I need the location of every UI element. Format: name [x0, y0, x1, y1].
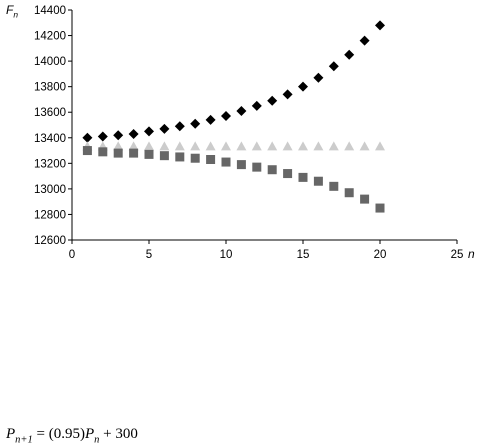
- point: [113, 148, 123, 158]
- point: [190, 118, 201, 129]
- y-tick-label: 13000: [34, 184, 66, 196]
- point: [375, 20, 385, 31]
- point: [98, 147, 108, 157]
- y-tick-label: 13600: [34, 107, 66, 119]
- text-part: + 300: [99, 426, 137, 442]
- text-part: n: [94, 435, 99, 444]
- point: [205, 114, 216, 125]
- point: [359, 141, 370, 151]
- point: [282, 89, 293, 100]
- point: [236, 160, 246, 170]
- point: [344, 141, 355, 151]
- point: [113, 141, 124, 151]
- point: [144, 141, 154, 151]
- point: [360, 194, 370, 204]
- x-axis-label: n: [468, 247, 475, 261]
- point: [190, 153, 200, 163]
- point: [267, 95, 278, 106]
- text-part: n: [468, 247, 475, 261]
- point: [159, 151, 169, 161]
- point: [375, 141, 385, 151]
- point: [328, 61, 339, 72]
- text-part: n+1: [15, 435, 33, 444]
- point: [129, 148, 139, 158]
- x-tick-label: 25: [451, 249, 464, 261]
- point: [236, 105, 247, 116]
- point: [267, 165, 277, 175]
- point: [283, 169, 293, 179]
- y-tick-label: 13800: [34, 82, 66, 94]
- point: [328, 141, 339, 151]
- y-tick-label: 14400: [34, 5, 66, 17]
- x-tick-label: 20: [374, 249, 387, 261]
- point: [113, 130, 124, 141]
- x-tick-label: 0: [69, 249, 75, 261]
- y-tick-label: 12600: [34, 235, 66, 247]
- text-part: P: [5, 426, 15, 442]
- point: [282, 141, 293, 151]
- point: [329, 181, 339, 191]
- y-tick-label: 13400: [34, 133, 66, 145]
- point: [359, 35, 370, 46]
- point: [375, 203, 385, 213]
- point: [174, 121, 185, 132]
- point: [190, 141, 201, 151]
- point: [82, 146, 92, 156]
- point: [128, 128, 139, 139]
- text-part: = (0.95): [33, 426, 85, 442]
- y-tick-label: 13200: [34, 158, 66, 170]
- point: [128, 141, 139, 151]
- point: [175, 152, 185, 162]
- point: [298, 172, 308, 182]
- x-tick-label: 15: [297, 249, 310, 261]
- point: [159, 123, 170, 134]
- text-part: F: [6, 3, 14, 17]
- point: [221, 111, 231, 122]
- point: [221, 157, 231, 167]
- point: [206, 155, 216, 164]
- point: [159, 141, 170, 151]
- point: [313, 141, 324, 151]
- point: [267, 141, 278, 151]
- point: [344, 188, 354, 198]
- y-axis-label: Fn: [6, 3, 18, 20]
- point: [252, 162, 262, 172]
- y-tick-label: 14200: [34, 31, 66, 43]
- point: [205, 141, 216, 151]
- point: [298, 81, 308, 92]
- point: [144, 126, 154, 137]
- y-tick-label: 14000: [34, 56, 66, 68]
- equation: Pn+1 = (0.95)Pn + 300: [5, 426, 138, 444]
- point: [251, 100, 262, 111]
- point: [251, 141, 262, 151]
- point: [298, 141, 308, 151]
- point: [344, 49, 355, 60]
- point: [313, 72, 324, 83]
- y-tick-label: 12800: [34, 209, 66, 221]
- point: [97, 131, 108, 142]
- point: [313, 176, 323, 186]
- text-part: n: [13, 10, 18, 20]
- point: [82, 132, 93, 143]
- point: [221, 141, 231, 151]
- point: [144, 149, 154, 159]
- point: [174, 141, 185, 151]
- x-tick-label: 10: [220, 249, 233, 261]
- point: [236, 141, 247, 151]
- text-part: P: [84, 426, 94, 442]
- x-tick-label: 5: [146, 249, 152, 261]
